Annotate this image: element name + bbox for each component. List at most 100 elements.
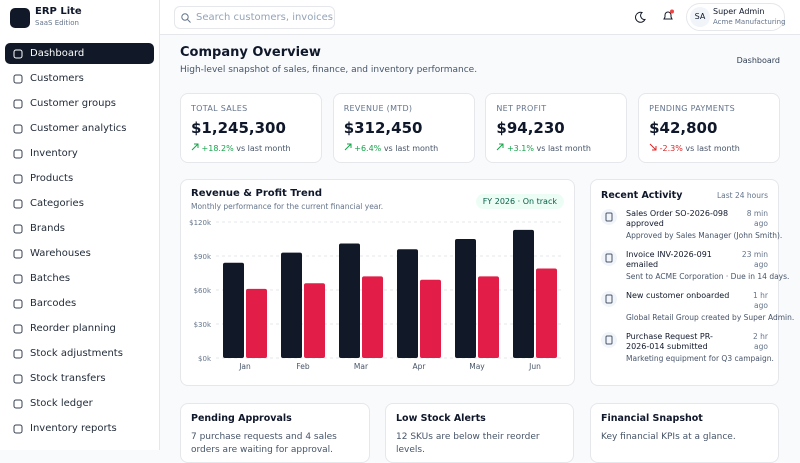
bar [304,283,325,358]
x-tick-label: May [469,362,485,371]
nav-item[interactable]: Customer analytics [5,118,154,139]
nav-icon [13,249,23,259]
nav-item[interactable]: Brands [5,218,154,239]
nav-item[interactable]: Products [5,168,154,189]
brand-edition: SaaS Edition [35,19,79,27]
bar [478,276,499,358]
bar [281,252,302,358]
info-card-title: Pending Approvals [191,413,292,424]
nav-icon [13,274,23,284]
activity-title: Recent Activity [601,190,683,201]
x-tick-label: Jun [528,362,541,371]
activity-title: Sales Order SO-2026-098 approved [626,209,729,228]
nav-item[interactable]: Stock transfers [5,368,154,389]
chart: Revenue & Profit Trend Monthly performan… [189,188,564,371]
trend-arrow [191,143,199,151]
nav-item[interactable]: Inventory [5,143,154,164]
brand-logo [10,8,30,28]
nav-icon [13,374,23,384]
x-tick-label: Apr [413,362,427,371]
activity-glyph [605,335,613,345]
kpi-value: $1,245,300 [191,119,286,137]
avatar: SA [690,7,710,27]
nav-icon [13,174,23,184]
page-subtitle: High-level snapshot of sales, finance, a… [180,65,478,75]
nav-icon [13,149,23,159]
activity-icon [601,250,617,266]
nav-icon [13,224,23,234]
activity-detail: Approved by Sales Manager (John Smith). [626,231,783,240]
y-tick-label: $120k [189,219,212,227]
search-placeholder: Search customers, invoices, or [196,12,335,23]
nav-item[interactable]: Stock adjustments [5,343,154,364]
y-tick-label: $60k [194,287,212,295]
activity-time: 8 min ago [746,209,768,228]
trend-arrow [497,143,504,151]
kpi-note: vs last month [236,144,291,153]
x-tick-label: Mar [354,362,369,371]
brand-name: ERP Lite [35,6,82,17]
nav-icon [13,124,23,134]
nav-item[interactable]: Batches [5,268,154,289]
sidebar: ERP Lite SaaS Edition Dashboard Customers… [0,0,160,450]
kpi-note: vs last month [383,144,439,153]
info-card: Financial Snapshot Key financial KPIs at … [590,403,779,463]
activity-title: New customer onboarded [626,291,730,300]
trend-arrow [344,143,352,151]
x-tick-label: Jan [238,362,251,371]
info-card-text: Key financial KPIs at a glance. [601,432,736,442]
kpi-change: +18.2% [201,144,234,153]
activity-glyph [605,253,613,263]
trend-arrow [649,143,657,151]
nav-icon [13,49,23,59]
breadcrumb[interactable]: Dashboard [736,56,780,65]
x-tick-label: Feb [296,362,310,371]
bar [513,229,534,358]
activity-icon [601,332,617,348]
nav-item[interactable]: Customers [5,68,154,89]
kpi-note: vs last month [685,144,740,153]
activity-detail: Marketing equipment for Q3 campaign. [626,354,774,363]
chart-badge: FY 2026 · On track [475,194,564,209]
nav-icon [13,74,23,84]
activity-time: 2 hr ago [753,332,768,351]
kpi-change: +6.4% [354,144,382,153]
nav-item[interactable]: Inventory reports [5,418,154,439]
kpi-card: NET PROFIT $94,230 +3.1% vs last month [485,93,628,163]
nav-item[interactable]: Customer groups [5,93,154,114]
nav-icon [13,299,23,309]
nav-item[interactable]: Barcodes [5,293,154,314]
bar [397,249,418,358]
nav-item[interactable]: Categories [5,193,154,214]
kpi-label: TOTAL SALES [191,104,248,113]
user-menu[interactable]: SA Super Admin Acme Manufacturing [686,3,786,31]
nav-item[interactable]: Stock ledger [5,393,154,414]
theme-toggle[interactable] [634,11,646,23]
activity-detail: Sent to ACME Corporation · Due in 14 day… [626,272,790,281]
bar [223,262,244,358]
chart-card: FY 2026 · On track Revenue & Profit Tren… [180,179,575,386]
kpi-value: $42,800 [649,119,718,137]
kpi-change-row: +3.1% vs last month [496,143,591,153]
nav-icon [13,199,23,209]
page-title: Company Overview [180,45,321,60]
nav-icon [13,424,23,434]
kpi-change-row: +18.2% vs last month [191,143,291,153]
kpi-value: $94,230 [496,119,565,137]
user-company: Acme Manufacturing [713,18,786,26]
activity-icon [601,209,617,225]
nav-item[interactable]: Dashboard [5,43,154,64]
info-card: Low Stock Alerts 12 SKUs are below their … [385,403,574,463]
bar [362,276,383,358]
nav-item[interactable]: Warehouses [5,243,154,264]
notifications[interactable] [661,9,675,23]
nav-item[interactable]: Reorder planning [5,318,154,339]
info-card-title: Financial Snapshot [601,413,703,424]
chart-title: Revenue & Profit Trend [191,188,322,199]
kpi-card: PENDING PAYMENTS $42,800 -2.3% vs last mo… [638,93,781,163]
activity-detail: Global Retail Group created by Super Adm… [626,313,795,322]
info-card-text: 12 SKUs are below their reorder levels. [396,432,540,455]
search-box[interactable]: Search customers, invoices, or [174,6,335,29]
kpi-change: -2.3% [659,144,683,153]
